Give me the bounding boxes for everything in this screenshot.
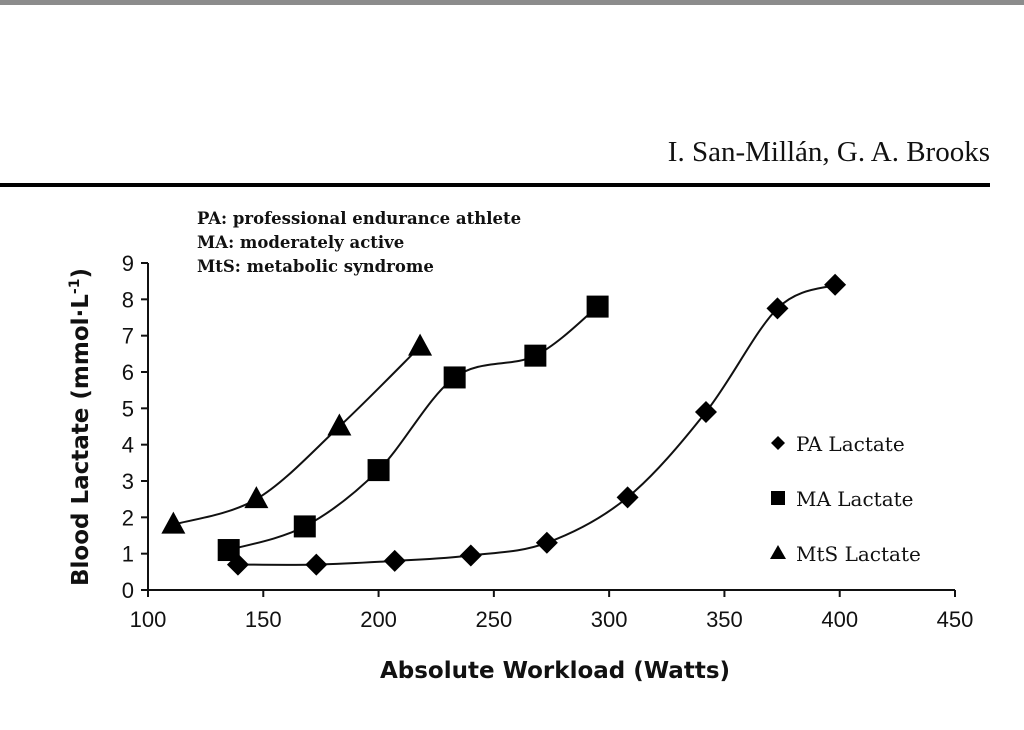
abbreviation-notes: PA: professional endurance athlete MA: m… [197, 209, 521, 276]
triangle-icon [770, 545, 786, 559]
annotation-mts: MtS: metabolic syndrome [197, 257, 434, 276]
x-tick-label: 100 [130, 607, 167, 632]
data-point-triangle [161, 511, 186, 534]
curve-mts-lactate [173, 345, 421, 526]
y-tick-label: 5 [122, 396, 134, 421]
data-point-diamond [535, 531, 558, 554]
page-top-border [0, 0, 1024, 5]
axes: 0 1 2 3 4 5 6 7 8 9 100 150 200 250 300 350 400 450 [122, 251, 974, 632]
fitted-curves [173, 283, 836, 566]
curve-ma-lactate [228, 305, 599, 551]
legend-item-mts: MtS Lactate [770, 542, 921, 566]
data-point-diamond [383, 549, 406, 572]
data-point-diamond [459, 544, 482, 567]
x-tick-label: 350 [706, 607, 743, 632]
data-point-square [524, 344, 547, 367]
annotation-pa: PA: professional endurance athlete [197, 209, 521, 228]
data-point-square [443, 366, 466, 389]
legend-label-pa: PA Lactate [796, 432, 905, 456]
y-tick-label: 2 [122, 505, 134, 530]
data-point-square [586, 295, 609, 318]
x-tick-label: 150 [245, 607, 282, 632]
y-axis-title-main: Blood Lactate (mmol·L [68, 294, 94, 586]
header-rule [0, 183, 990, 187]
data-point-square [217, 539, 240, 562]
data-point-triangle [408, 333, 433, 356]
diamond-icon [771, 436, 785, 450]
x-tick-label: 300 [591, 607, 628, 632]
y-tick-label: 7 [122, 324, 134, 349]
y-tick-label: 1 [122, 542, 134, 567]
x-tick-label: 450 [937, 607, 974, 632]
y-tick-label: 8 [122, 287, 134, 312]
square-icon [771, 491, 785, 505]
data-point-triangle [327, 413, 352, 436]
y-tick-label: 0 [122, 578, 134, 603]
y-axis-title-superscript: -1 [67, 279, 83, 295]
data-point-diamond [616, 486, 639, 509]
legend: PA Lactate MA Lactate MtS Lactate [770, 432, 921, 566]
data-point-diamond [766, 297, 789, 320]
y-tick-label: 3 [122, 469, 134, 494]
x-tick-label: 200 [360, 607, 397, 632]
data-point-diamond [305, 553, 328, 576]
x-axis-title: Absolute Workload (Watts) [380, 658, 730, 684]
y-tick-label: 4 [122, 433, 134, 458]
y-tick-label: 9 [122, 251, 134, 276]
annotation-ma: MA: moderately active [197, 233, 404, 252]
data-point-square [293, 515, 316, 538]
y-axis-title: Blood Lactate (mmol·L-1) [67, 268, 94, 586]
legend-label-ma: MA Lactate [796, 487, 914, 511]
legend-label-mts: MtS Lactate [796, 542, 921, 566]
data-point-diamond [694, 400, 717, 423]
x-tick-label: 250 [475, 607, 512, 632]
legend-item-pa: PA Lactate [771, 432, 905, 456]
running-header-authors: I. San-Millán, G. A. Brooks [667, 136, 990, 168]
data-markers [161, 273, 847, 576]
data-point-triangle [244, 486, 269, 509]
x-tick-label: 400 [821, 607, 858, 632]
data-point-diamond [824, 273, 847, 296]
curve-pa-lactate [237, 283, 836, 566]
data-point-square [367, 459, 390, 482]
legend-item-ma: MA Lactate [771, 487, 914, 511]
y-tick-label: 6 [122, 360, 134, 385]
y-axis-title-close: ) [68, 268, 94, 279]
